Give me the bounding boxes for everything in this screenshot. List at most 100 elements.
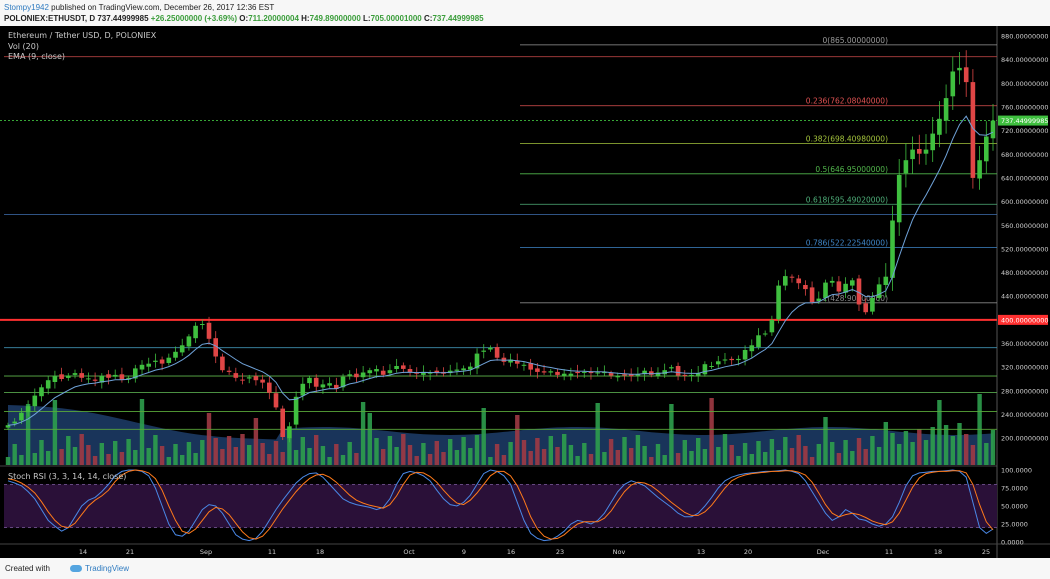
rsi-tick-label: 50.0000 (1001, 503, 1028, 511)
fib-level-label: 0.5(646.95000000) (815, 165, 888, 174)
volume-bar (642, 446, 647, 465)
volume-bar (488, 457, 493, 465)
volume-bar (180, 455, 185, 465)
candle-body (106, 374, 111, 378)
volume-bar (923, 440, 929, 465)
candle-body (984, 136, 989, 162)
ema-line (7, 115, 994, 426)
volume-bar (273, 441, 279, 465)
volume-bar (59, 449, 64, 465)
symbol-info: POLONIEX:ETHUSDT, D 737.44999985 +26.250… (4, 14, 484, 23)
volume-bar (19, 455, 24, 465)
volume-bar (649, 457, 654, 465)
volume-bar (876, 447, 882, 465)
volume-bar (756, 441, 761, 465)
volume-bar (287, 439, 292, 465)
volume-bar (622, 437, 627, 465)
volume-bar (903, 431, 909, 465)
volume-bar (930, 427, 935, 465)
time-tick-label: 11 (885, 548, 893, 556)
fib-level-label: 0.618(595.49020000) (806, 195, 888, 204)
author-link[interactable]: Stompy1942 (4, 3, 49, 12)
time-tick-label: 13 (697, 548, 705, 556)
candle-body (749, 345, 755, 352)
candle-body (783, 276, 788, 286)
volume-bar (314, 435, 319, 465)
volume-bar (943, 425, 949, 465)
time-tick-label: 9 (462, 548, 466, 556)
volume-bar (494, 444, 500, 465)
candle-body (722, 359, 728, 361)
candle-body (662, 370, 667, 375)
volume-bar (25, 404, 31, 465)
time-tick-label: 18 (316, 548, 324, 556)
volume-bar (5, 457, 11, 465)
volume-legend: Vol (20) (8, 42, 39, 51)
volume-bar (675, 453, 681, 465)
chart-title: Ethereum / Tether USD, D, POLONIEX (8, 31, 157, 40)
candle-body (32, 395, 38, 407)
candle-body (427, 372, 433, 374)
volume-bar (32, 453, 37, 465)
candle-body (628, 374, 634, 377)
candle-body (689, 374, 694, 376)
candle-body (25, 406, 31, 413)
candle-body (655, 372, 661, 376)
candle-body (474, 353, 480, 369)
volume-bar (729, 445, 734, 465)
stoch-rsi-line-d (7, 469, 994, 540)
candle-body (39, 387, 44, 397)
volume-bar (850, 451, 855, 465)
time-tick-label: 23 (556, 548, 564, 556)
candle-body (374, 369, 379, 372)
candle-body (79, 373, 84, 378)
volume-bar (46, 451, 51, 465)
volume-bar (950, 436, 955, 465)
candle-body (850, 280, 855, 286)
candle-body (387, 370, 393, 374)
candle-body (66, 375, 71, 378)
candle-body (876, 284, 882, 298)
publish-header: Stompy1942 published on TradingView.com,… (0, 0, 1050, 26)
candle-body (789, 276, 795, 278)
last-price-badge-label: 737.44999985 (1001, 117, 1049, 125)
tradingview-link[interactable]: TradingView (70, 564, 129, 573)
volume-bar (515, 415, 520, 465)
volume-bar (541, 449, 547, 465)
candle-body (541, 371, 547, 373)
candle-body (133, 368, 138, 379)
candle-body (273, 393, 279, 408)
volume-bar (260, 443, 265, 465)
candle-body (246, 377, 252, 379)
volume-bar (159, 446, 165, 465)
candle-body (836, 281, 842, 292)
level-badge (998, 314, 1048, 325)
volume-bar (340, 455, 346, 465)
candle-body (380, 370, 386, 375)
volume-bar (970, 445, 976, 465)
volume-bar (374, 438, 379, 465)
ohlc-low-label: L: (363, 14, 371, 23)
candle-body (856, 278, 862, 305)
candle-body (468, 366, 473, 370)
price-tick-label: 800.00000000 (1001, 80, 1049, 88)
price-tick-label: 440.00000000 (1001, 293, 1049, 301)
candle-body (401, 365, 406, 369)
volume-bar (247, 445, 252, 465)
publish-text: published on TradingView.com, December 2… (51, 3, 275, 12)
volume-bar (990, 430, 996, 465)
volume-bar (789, 448, 795, 465)
volume-bar (153, 435, 158, 465)
chart-canvas[interactable]: 0(865.00000000) 0.236(762.08040000) 0.382(… (0, 26, 1050, 558)
candle-body (803, 285, 808, 290)
volume-bar (267, 454, 272, 465)
candle-body (896, 175, 902, 223)
volume-bar (367, 413, 372, 465)
volume-bar (964, 434, 969, 465)
volume-bar (608, 439, 614, 465)
volume-bar (481, 408, 486, 465)
ohlc-low: 705.00001000 (370, 14, 422, 23)
candle-body (729, 358, 734, 361)
ohlc-open: 711.20000004 (248, 14, 299, 23)
volume-bar (508, 442, 513, 465)
